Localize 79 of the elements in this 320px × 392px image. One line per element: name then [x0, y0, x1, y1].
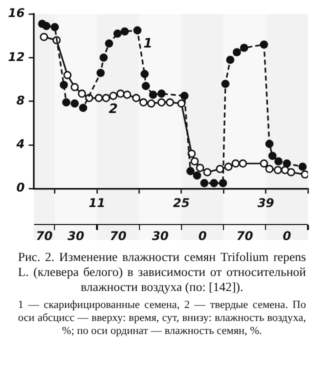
point	[70, 99, 79, 108]
x-tick-label: 25	[173, 196, 190, 210]
point	[78, 90, 86, 98]
point	[265, 164, 274, 174]
point	[63, 71, 72, 80]
point	[274, 166, 282, 174]
point	[142, 82, 150, 90]
point	[50, 22, 59, 32]
point	[166, 98, 174, 106]
point	[224, 162, 233, 171]
point	[147, 99, 156, 108]
band-label: 70	[236, 229, 254, 244]
x-tick-label: 11	[88, 196, 106, 210]
point	[218, 179, 228, 188]
band-label: 30	[68, 229, 84, 244]
text: Рис. 2. Изменение влажности семян Trifolium repens L. (клевера белого) в зависимости от относительной влажности воздуха (по: [142]).	[17, 250, 307, 295]
point	[123, 90, 132, 99]
point	[62, 98, 70, 106]
point	[221, 80, 230, 88]
y-tick-label: 8	[16, 93, 25, 108]
point	[188, 150, 196, 158]
point	[265, 140, 274, 148]
point	[282, 159, 291, 168]
point	[133, 26, 142, 34]
series-label: 2	[108, 102, 118, 118]
point	[298, 162, 307, 171]
point	[274, 157, 283, 166]
point	[260, 40, 268, 49]
point	[192, 171, 202, 180]
point	[94, 94, 103, 102]
point	[287, 168, 296, 176]
point	[196, 164, 204, 172]
point	[116, 90, 125, 98]
point	[200, 179, 208, 188]
point	[268, 152, 277, 160]
point	[109, 92, 118, 100]
series-label: 1	[143, 36, 152, 52]
band-label: 70	[110, 229, 126, 244]
point	[240, 44, 248, 52]
point	[60, 80, 68, 90]
point	[226, 56, 234, 64]
point	[232, 159, 240, 168]
y-tick-label: 16	[8, 6, 25, 20]
y-tick-label: 4	[15, 137, 25, 152]
x-tick-label: 39	[257, 196, 274, 210]
point	[104, 39, 114, 48]
band-label: 70	[36, 229, 53, 244]
point	[238, 159, 247, 168]
point	[113, 30, 122, 38]
point	[70, 83, 79, 92]
band-label: 30	[152, 229, 169, 244]
point	[157, 98, 166, 106]
point	[79, 104, 88, 112]
band-label: 0	[282, 229, 292, 244]
point	[148, 90, 158, 99]
point	[190, 157, 199, 166]
point	[132, 94, 140, 102]
point	[177, 99, 186, 108]
y-tick-label: 0	[16, 180, 25, 195]
point	[232, 48, 241, 56]
point	[210, 179, 218, 188]
y-tick-label: 12	[8, 50, 25, 64]
point	[100, 54, 108, 62]
text: 1 — скарифицированные семена, 2 — твердые семена. По оси абсцисс — вверху: время, сут, внизу: влажность воздуха, %; по оси ординат — влажность семян, %.	[17, 298, 307, 338]
point	[203, 168, 212, 176]
point	[180, 92, 189, 100]
band-label: 0	[198, 229, 207, 244]
point	[42, 22, 50, 30]
point	[157, 90, 166, 98]
point	[139, 98, 148, 106]
point	[260, 159, 268, 168]
point	[120, 27, 129, 36]
point	[40, 32, 48, 42]
point	[140, 70, 149, 78]
point	[216, 164, 224, 174]
point	[102, 94, 110, 102]
point	[96, 68, 105, 78]
point	[300, 170, 308, 179]
point	[186, 167, 195, 176]
